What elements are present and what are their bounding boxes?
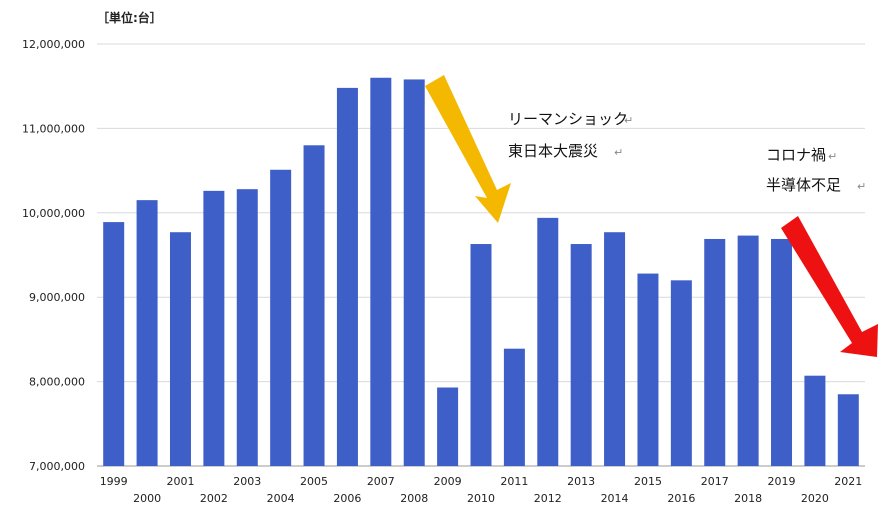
- x-tick-label: 2004: [267, 492, 295, 505]
- annotation-label: 半導体不足: [766, 176, 841, 194]
- bar: [670, 280, 692, 466]
- bar: [236, 189, 258, 466]
- x-tick-label: 2014: [601, 492, 629, 505]
- x-tick-label: 2017: [701, 475, 729, 488]
- y-tick-label: 8,000,000: [29, 376, 85, 389]
- y-tick-label: 9,000,000: [29, 291, 85, 304]
- bar: [336, 87, 358, 466]
- bar: [303, 145, 325, 466]
- bar: [771, 238, 793, 466]
- x-axis: 1999 2000 2001 2002 2003 2004 2005 2006 2007 2008…: [100, 475, 863, 505]
- x-tick-label: 2015: [634, 475, 662, 488]
- x-tick-label: 1999: [100, 475, 128, 488]
- x-tick-label: 2013: [567, 475, 595, 488]
- return-mark: ↵: [614, 146, 623, 159]
- x-tick-label: 2006: [333, 492, 361, 505]
- bar: [737, 235, 759, 466]
- bar: [437, 387, 459, 466]
- bar: [169, 232, 191, 466]
- x-tick-label: 2019: [768, 475, 796, 488]
- x-tick-label: 2018: [734, 492, 762, 505]
- x-tick-label: 2011: [500, 475, 528, 488]
- x-tick-label: 2010: [467, 492, 495, 505]
- y-tick-label: 11,000,000: [22, 122, 85, 135]
- bar: [537, 217, 559, 466]
- return-mark: ↵: [828, 150, 837, 163]
- unit-label: ［単位:台］: [97, 10, 162, 25]
- down-arrow-red-icon: [781, 216, 878, 357]
- bar: [837, 394, 859, 466]
- return-mark: ↵: [857, 180, 866, 193]
- x-tick-label: 2016: [667, 492, 695, 505]
- x-tick-label: 2021: [834, 475, 862, 488]
- bar: [203, 190, 225, 466]
- x-tick-label: 2020: [801, 492, 829, 505]
- y-axis: 7,000,000 8,000,000 9,000,000 10,000,000 11,…: [22, 38, 85, 473]
- bars: [103, 77, 859, 467]
- bar: [470, 244, 492, 466]
- x-tick-label: 2001: [166, 475, 194, 488]
- x-tick-label: 2005: [300, 475, 328, 488]
- annotation-label: コロナ禍: [766, 146, 826, 164]
- bar: [270, 169, 292, 467]
- y-tick-label: 7,000,000: [29, 460, 85, 473]
- x-tick-label: 2007: [367, 475, 395, 488]
- annotation-lehman: リーマンショック ↵ 東日本大震災 ↵: [425, 75, 633, 223]
- bar: [604, 232, 626, 466]
- bar: [570, 244, 592, 466]
- annotation-covid: コロナ禍 ↵ 半導体不足 ↵: [766, 146, 878, 357]
- bar: [403, 79, 425, 466]
- x-tick-label: 2012: [534, 492, 562, 505]
- return-mark: ↵: [624, 114, 633, 127]
- bar: [804, 375, 826, 466]
- annotation-label: リーマンショック: [508, 110, 628, 128]
- x-tick-label: 2000: [133, 492, 161, 505]
- bar: [637, 273, 659, 466]
- annotation-label: 東日本大震災: [508, 142, 598, 160]
- y-tick-label: 12,000,000: [22, 38, 85, 51]
- x-tick-label: 2003: [233, 475, 261, 488]
- bar: [103, 222, 125, 466]
- y-tick-label: 10,000,000: [22, 207, 85, 220]
- bar: [704, 238, 726, 466]
- x-tick-label: 2008: [400, 492, 428, 505]
- x-tick-label: 2009: [434, 475, 462, 488]
- bar: [136, 200, 158, 466]
- bar: [370, 77, 392, 466]
- bar: [503, 348, 525, 466]
- down-arrow-yellow-icon: [425, 75, 511, 223]
- x-tick-label: 2002: [200, 492, 228, 505]
